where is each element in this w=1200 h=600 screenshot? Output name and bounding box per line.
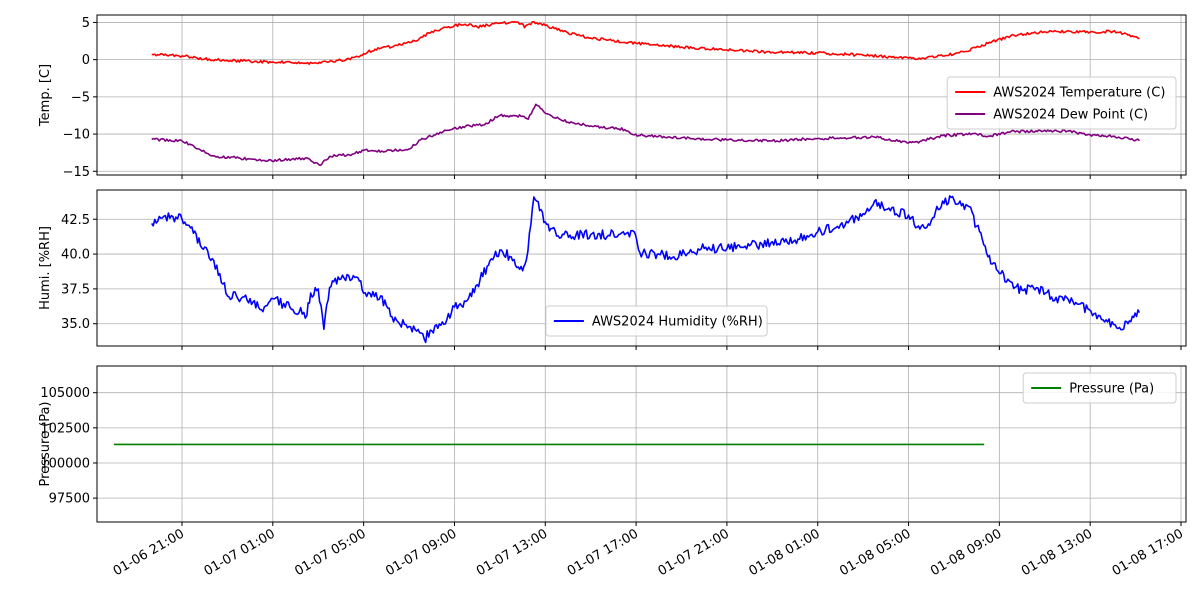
x-tick-label: 01-08 17:00: [1110, 526, 1186, 579]
x-tick-label: 01-08 13:00: [1019, 526, 1095, 579]
y-tick-label: 5: [82, 16, 90, 31]
y-tick-label: −5: [71, 90, 90, 105]
x-tick-label: 01-08 01:00: [746, 526, 822, 579]
y-tick-label: 97500: [49, 492, 90, 507]
legend-label: AWS2024 Dew Point (C): [993, 108, 1148, 123]
legend-box: [545, 305, 768, 337]
legend: AWS2024 Temperature (C) AWS2024 Dew Point…: [946, 76, 1177, 130]
x-tick-label: 01-08 05:00: [837, 526, 913, 579]
y-tick-label: 0: [82, 53, 90, 68]
legend-label: Pressure (Pa): [1069, 382, 1154, 397]
y-axis-label: Pressure (Pa): [38, 401, 53, 486]
series-line-0: [151, 195, 1141, 344]
x-tick-labels: 01-06 21:00 01-07 01:00 01-07 05:00 01-07 0…: [111, 526, 1186, 579]
x-tick-label: 01-07 05:00: [292, 526, 368, 579]
series-line-1: [151, 103, 1140, 167]
temperature-panel: −15 −10 −5 0 5 Temp. [C] AWS2024 Temperature (…: [38, 14, 1187, 180]
legend-label: AWS2024 Temperature (C): [993, 86, 1165, 101]
plot-frame: [96, 14, 1187, 176]
x-tick-label: 01-07 01:00: [202, 526, 278, 579]
series-line-0: [151, 20, 1140, 65]
y-tick-label: 105000: [40, 386, 90, 401]
x-tick-label: 01-07 17:00: [565, 526, 641, 579]
y-axis-label: Temp. [C]: [38, 64, 53, 127]
x-tick-label: 01-06 21:00: [111, 526, 187, 579]
x-tick-label: 01-07 09:00: [383, 526, 459, 579]
y-tick-label: 37.5: [61, 282, 90, 297]
y-tick-label: 35.0: [61, 317, 90, 332]
y-tick-label: −15: [63, 165, 90, 180]
y-tick-label: 100000: [40, 456, 90, 471]
y-axis-label: Humi. [%RH]: [38, 226, 53, 310]
legend: AWS2024 Humidity (%RH): [545, 305, 768, 337]
x-tick-label: 01-08 09:00: [928, 526, 1004, 579]
y-tick-label: 40.0: [61, 248, 90, 263]
x-tick-label: 01-07 21:00: [656, 526, 732, 579]
legend-box: [946, 76, 1177, 130]
legend-box: [1022, 372, 1177, 404]
plot-frame: [96, 365, 1187, 523]
y-tick-label: −10: [63, 128, 90, 143]
x-tick-label: 01-07 13:00: [474, 526, 550, 579]
y-tick-label: 42.5: [61, 213, 90, 228]
y-tick-label: 102500: [40, 421, 90, 436]
legend-label: AWS2024 Humidity (%RH): [592, 315, 763, 330]
humidity-panel: 35.0 37.5 40.0 42.5 Humi. [%RH] AWS2024 Humid…: [38, 189, 1187, 350]
legend: Pressure (Pa): [1022, 372, 1177, 404]
plot-frame: [96, 189, 1187, 347]
